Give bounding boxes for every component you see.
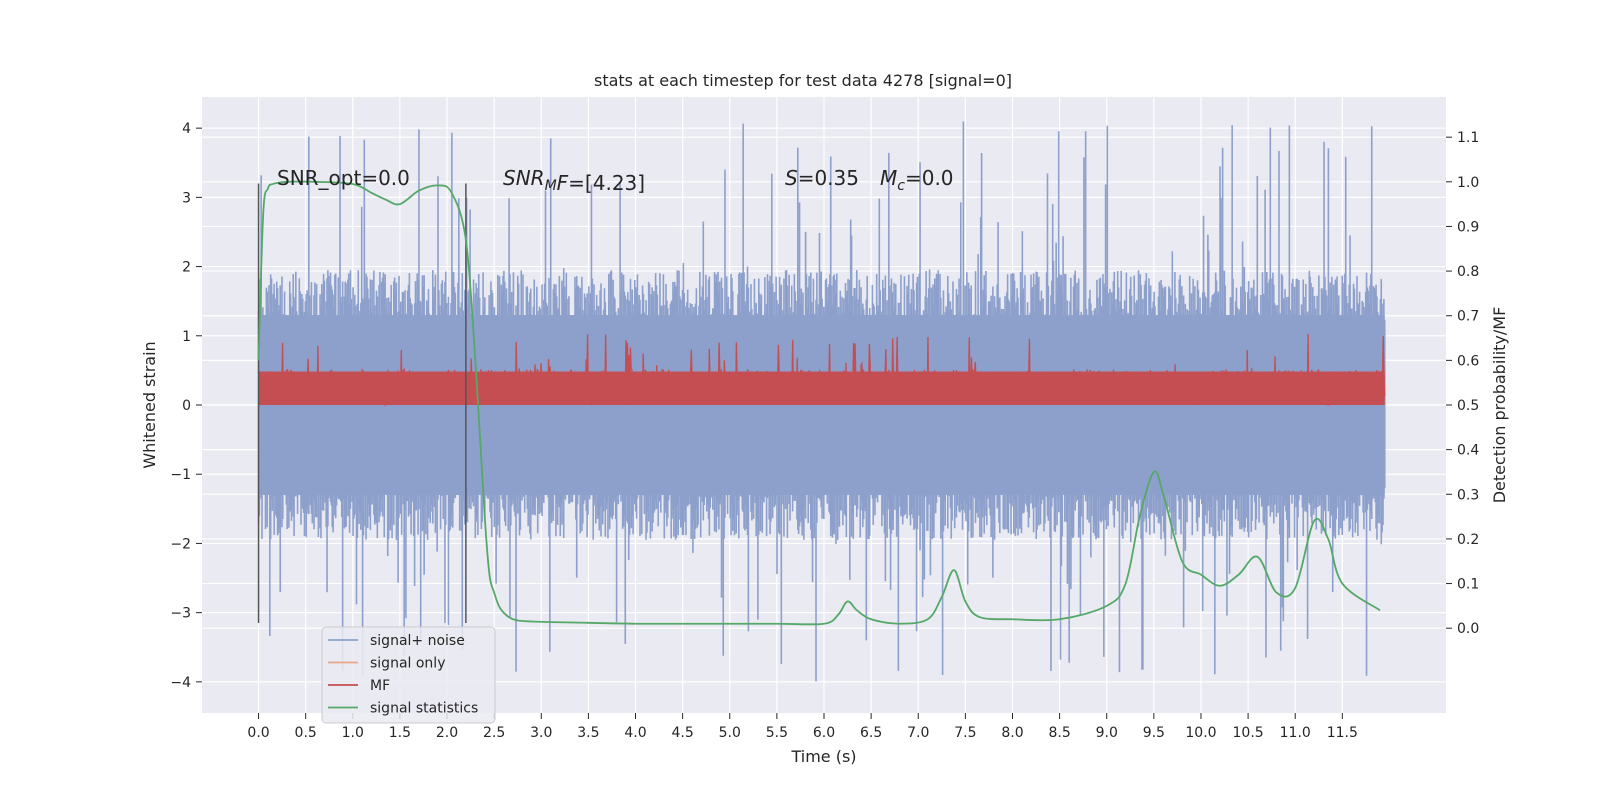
legend: signal+ noise signal only MF signal statist… [321,626,496,724]
x-tick-label: 7.5 [954,725,976,741]
legend-label: signal statistics [370,701,478,717]
x-axis-label: Time (s) [790,747,856,766]
x-tick-label: 2.0 [436,725,458,741]
y-tick-label: −4 [170,675,191,691]
x-tick-label: 2.5 [483,725,505,741]
x-tick-label: 5.0 [719,725,741,741]
x-tick-label: 8.0 [1001,725,1023,741]
y-tick-label: 3 [182,190,191,206]
y2-tick-label: 0.4 [1457,443,1479,459]
legend-label: signal only [370,656,445,672]
y2-tick-label: 1.1 [1457,130,1479,146]
legend-box [321,626,496,724]
y-axis-label: Whitened strain [140,341,159,468]
y-tick-label: −2 [170,536,191,552]
y2-tick-label: 0.8 [1457,264,1479,280]
y2-tick-label: 0.9 [1457,219,1479,235]
x-tick-label: 0.0 [247,725,269,741]
x-tick-label: 0.5 [295,725,317,741]
x-tick-label: 10.0 [1185,725,1216,741]
x-tick-label: 4.0 [624,725,646,741]
x-tick-label: 5.5 [766,725,788,741]
x-tick-label: 4.5 [672,725,694,741]
x-tick-label: 9.5 [1143,725,1165,741]
y2-tick-label: 0.5 [1457,398,1479,414]
y2-tick-label: 0.3 [1457,487,1479,503]
mf-line [257,333,1386,408]
x-tick-label: 1.0 [342,725,364,741]
x-tick-label: 6.5 [860,725,882,741]
x-tick-label: 9.0 [1096,725,1118,741]
y2-tick-label: 1.0 [1457,175,1479,191]
y2-axis-label: Detection probability/MF [1490,307,1509,504]
mc-annotation: Mc=0.0 [880,166,954,194]
x-tick-label: 10.5 [1233,725,1264,741]
x-tick-label: 11.0 [1280,725,1311,741]
x-tick-label: 8.5 [1048,725,1070,741]
y2-tick-label: 0.0 [1457,621,1479,637]
snr-mf-annotation: SNRMF=[4.23] [503,166,645,195]
legend-label: MF [370,678,390,694]
x-tick-label: 3.0 [530,725,552,741]
y-tick-label: −1 [170,467,191,483]
chart-title: stats at each timestep for test data 427… [594,71,1012,90]
legend-label: signal+ noise [370,633,465,649]
y2-tick-label: 0.7 [1457,309,1479,325]
signal-statistics-line [257,180,1381,626]
snr-opt-annotation: SNR_opt=0.0 [277,166,410,190]
y2-tick-label: 0.6 [1457,353,1479,369]
x-tick-label: 11.5 [1327,725,1358,741]
y-tick-label: 2 [182,260,191,276]
plot-area: −4 −3 −2 −1 0 1 2 3 4 0.0 0.1 0.2 0.3 0.4 0.5 0.6 0.7 0.8… [140,97,1509,766]
x-tick-label: 6.0 [813,725,835,741]
y2-tick-label: 0.1 [1457,577,1479,593]
y-tick-label: 4 [182,121,191,137]
x-tick-label: 7.0 [907,725,929,741]
x-tick-label: 1.5 [389,725,411,741]
y-tick-label: 1 [182,329,191,345]
s-annotation: S=0.35 [785,166,859,190]
y-tick-label: −3 [170,606,191,622]
x-tick-label: 3.5 [577,725,599,741]
y2-tick-label: 0.2 [1457,532,1479,548]
y-tick-label: 0 [182,398,191,414]
